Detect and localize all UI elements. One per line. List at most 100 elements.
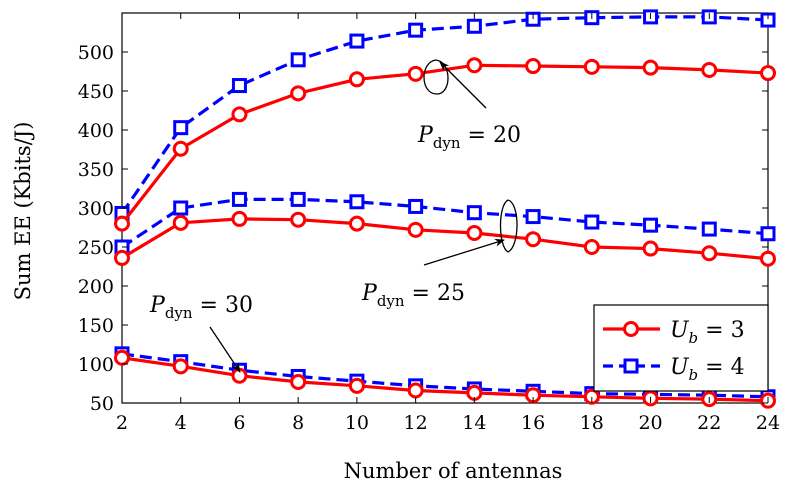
legend-label-ub3: Ub = 3 xyxy=(670,318,745,347)
data-point xyxy=(760,250,776,267)
data-point xyxy=(231,106,248,123)
data-point xyxy=(583,58,600,75)
x-tick-label: 16 xyxy=(521,412,545,434)
y-tick-label: 350 xyxy=(78,159,114,181)
annotation-pdyn25: Pdyn = 25 xyxy=(361,281,465,310)
data-point xyxy=(290,211,307,228)
y-tick-label: 300 xyxy=(78,198,114,220)
series-layer xyxy=(114,9,776,409)
series-line xyxy=(121,217,769,261)
x-tick-label: 22 xyxy=(697,412,721,434)
data-point xyxy=(466,205,482,221)
legend-label-ub3-main: U xyxy=(670,318,690,343)
data-point xyxy=(172,140,189,157)
data-point xyxy=(701,245,718,262)
annotation-ellipse-pdyn25 xyxy=(499,199,518,253)
annotation-pdyn30-sub: dyn xyxy=(165,304,193,322)
series-line xyxy=(120,15,769,215)
data-point xyxy=(760,226,776,242)
y-tick-label: 50 xyxy=(90,393,114,415)
annotation-arrow-pdyn30 xyxy=(209,326,241,373)
x-tick-label: 20 xyxy=(638,412,662,434)
data-point xyxy=(584,214,600,230)
legend-label-ub3-rest: = 3 xyxy=(698,318,744,343)
series-2 xyxy=(114,191,776,255)
series-line xyxy=(121,356,769,403)
series-0 xyxy=(114,9,776,221)
data-point xyxy=(349,194,365,210)
legend-label-ub3-sub: b xyxy=(689,329,699,347)
y-tick-label: 500 xyxy=(78,42,114,64)
data-point xyxy=(701,61,718,78)
data-point xyxy=(173,200,189,216)
x-tick-label: 14 xyxy=(462,412,486,434)
x-tick-label: 6 xyxy=(233,412,245,434)
annotation-pdyn30: Pdyn = 30 xyxy=(149,293,253,322)
data-point xyxy=(408,22,424,38)
annotation-arrow-pdyn25 xyxy=(423,238,505,266)
data-point xyxy=(231,78,247,94)
y-tick-label: 400 xyxy=(78,120,114,142)
y-tick-label: 450 xyxy=(78,81,114,103)
x-axis-title: Number of antennas xyxy=(344,459,563,483)
data-point xyxy=(349,33,365,49)
legend-box xyxy=(593,304,769,392)
annotation-pdyn25-main: P xyxy=(361,281,378,306)
data-point xyxy=(231,191,247,207)
data-point xyxy=(114,215,130,232)
y-tick-label: 200 xyxy=(78,276,114,298)
data-point xyxy=(525,58,542,75)
annotation-pdyn20-main: P xyxy=(417,123,434,148)
x-tick-label: 8 xyxy=(292,412,304,434)
data-point xyxy=(348,377,365,394)
annotation-pdyn30-main: P xyxy=(149,293,166,318)
data-point xyxy=(172,358,189,375)
data-point xyxy=(173,120,189,136)
legend-label-ub4-main: U xyxy=(670,355,690,380)
x-tick-label: 10 xyxy=(345,412,369,434)
annotation-layer: Pdyn = 20 Pdyn = 25 Pdyn = 30 xyxy=(149,59,521,373)
data-point xyxy=(466,224,483,241)
y-tick-label: 250 xyxy=(78,237,114,259)
data-point xyxy=(760,65,776,82)
data-point xyxy=(642,240,659,257)
data-point xyxy=(114,349,130,366)
annotation-pdyn25-sub: dyn xyxy=(377,292,405,310)
data-point xyxy=(290,191,306,207)
data-point xyxy=(466,57,483,74)
data-point xyxy=(407,221,424,238)
data-point xyxy=(290,52,306,68)
data-point xyxy=(583,388,600,405)
x-tick-label: 18 xyxy=(580,412,604,434)
annotation-pdyn30-rest: = 30 xyxy=(193,293,253,318)
series-line xyxy=(121,352,769,399)
data-point xyxy=(643,217,659,233)
legend-label-ub4-rest: = 4 xyxy=(698,355,744,380)
data-point xyxy=(231,210,248,227)
series-3 xyxy=(114,210,776,267)
data-point xyxy=(525,209,541,225)
x-tick-label: 2 xyxy=(116,412,128,434)
data-point xyxy=(408,198,424,214)
data-point xyxy=(407,382,424,399)
annotation-pdyn20-rest: = 20 xyxy=(461,123,521,148)
data-point xyxy=(525,231,542,248)
legend-marker-ub4 xyxy=(623,358,639,374)
x-tick-label: 24 xyxy=(756,412,780,434)
series-line xyxy=(121,197,769,249)
x-tick-label: 4 xyxy=(175,412,187,434)
annotation-pdyn20-sub: dyn xyxy=(433,134,461,152)
data-point xyxy=(348,215,365,232)
y-tick-label: 100 xyxy=(78,354,114,376)
data-point xyxy=(172,214,189,231)
data-point xyxy=(583,239,600,255)
annotation-pdyn20: Pdyn = 20 xyxy=(417,123,521,152)
legend-label-ub4-sub: b xyxy=(689,366,699,384)
y-tick-label: 150 xyxy=(78,315,114,337)
legend-label-ub4: Ub = 4 xyxy=(670,355,745,384)
series-5 xyxy=(114,349,776,409)
annotation-ellipse-pdyn20 xyxy=(423,59,449,95)
data-point xyxy=(407,65,424,82)
data-point xyxy=(348,71,365,88)
